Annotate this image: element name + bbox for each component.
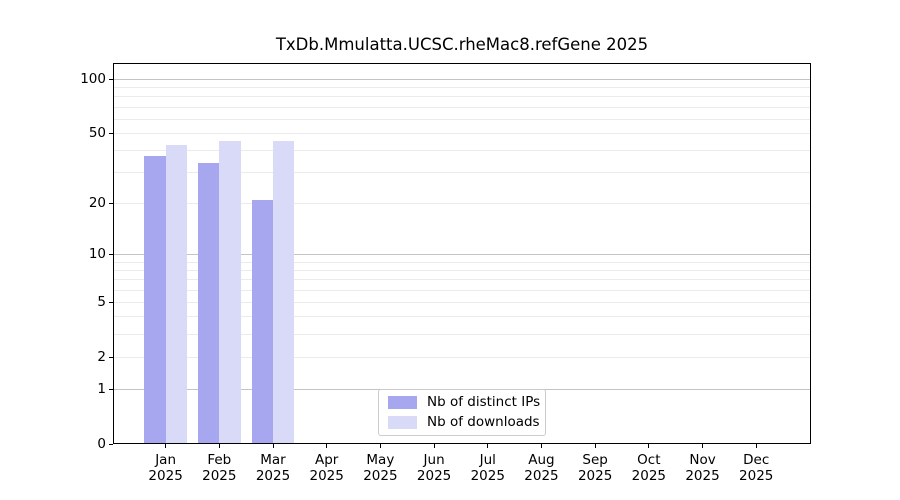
bar-distinct-ips-mar xyxy=(251,199,273,444)
y-tick-label-10: 10 xyxy=(88,246,106,263)
gridline-y-70 xyxy=(114,106,810,108)
legend-row-downloads: Nb of downloads xyxy=(388,414,540,431)
gridline-y-50 xyxy=(114,132,810,134)
bar-downloads-feb xyxy=(219,141,241,444)
y-tick-mark-20 xyxy=(109,202,113,204)
y-tick-label-2: 2 xyxy=(97,349,106,366)
gridline-y-90 xyxy=(114,86,810,88)
bar-downloads-jan xyxy=(165,144,188,444)
gridline-y-40 xyxy=(114,149,810,151)
x-tick-mark-jun xyxy=(433,444,435,448)
x-tick-mark-feb xyxy=(218,444,220,448)
x-tick-mark-oct xyxy=(648,444,650,448)
legend-swatch-downloads xyxy=(388,416,417,429)
x-tick-label-jun: Jun 2025 xyxy=(416,452,452,484)
y-tick-mark-100 xyxy=(109,78,113,80)
gridline-y-80 xyxy=(114,96,810,98)
x-tick-mark-dec xyxy=(755,444,757,448)
legend-label-downloads: Nb of downloads xyxy=(427,414,540,430)
gridline-y-10 xyxy=(114,253,810,255)
y-tick-mark-2 xyxy=(109,356,113,358)
x-tick-mark-jan xyxy=(165,444,167,448)
y-tick-label-50: 50 xyxy=(88,125,106,142)
x-tick-mark-apr xyxy=(326,444,328,448)
gridline-y-3 xyxy=(114,333,810,335)
gridline-y-30 xyxy=(114,172,810,174)
gridline-y-5 xyxy=(114,301,810,303)
y-tick-label-20: 20 xyxy=(88,195,106,212)
x-tick-mark-may xyxy=(379,444,381,448)
gridline-y-8 xyxy=(114,269,810,271)
y-tick-label-5: 5 xyxy=(97,294,106,311)
x-tick-label-may: May 2025 xyxy=(363,452,398,484)
y-tick-mark-0 xyxy=(109,443,113,445)
x-tick-mark-nov xyxy=(702,444,704,448)
x-tick-label-nov: Nov 2025 xyxy=(685,452,720,484)
x-tick-mark-aug xyxy=(540,444,542,448)
y-tick-mark-50 xyxy=(109,132,113,134)
legend-row-distinct-ips: Nb of distinct IPs xyxy=(388,394,541,411)
bar-distinct-ips-feb xyxy=(197,162,220,444)
bar-distinct-ips-jan xyxy=(144,156,166,444)
bar-downloads-mar xyxy=(273,141,295,444)
gridline-y-2 xyxy=(114,356,810,358)
y-tick-mark-5 xyxy=(109,301,113,303)
x-tick-label-aug: Aug 2025 xyxy=(524,452,559,484)
legend-label-distinct-ips: Nb of distinct IPs xyxy=(427,394,541,410)
gridline-y-60 xyxy=(114,118,810,120)
y-tick-label-100: 100 xyxy=(80,71,106,88)
gridline-y-6 xyxy=(114,289,810,291)
gridline-y-4 xyxy=(114,316,810,318)
x-tick-label-dec: Dec 2025 xyxy=(739,452,774,484)
x-tick-label-apr: Apr 2025 xyxy=(309,452,344,484)
x-tick-mark-sep xyxy=(594,444,596,448)
x-tick-label-jul: Jul 2025 xyxy=(470,452,505,484)
gridline-y-7 xyxy=(114,279,810,281)
x-tick-label-sep: Sep 2025 xyxy=(577,452,613,484)
y-tick-mark-10 xyxy=(109,253,113,255)
chart-title: TxDb.Mmulatta.UCSC.rheMac8.refGene 2025 xyxy=(275,35,649,54)
legend-swatch-distinct-ips xyxy=(388,396,417,409)
y-tick-mark-1 xyxy=(109,388,113,390)
x-tick-label-oct: Oct 2025 xyxy=(631,452,667,484)
x-tick-mark-jul xyxy=(487,444,489,448)
x-tick-mark-mar xyxy=(272,444,274,448)
gridline-y-100 xyxy=(114,78,810,80)
y-tick-label-0: 0 xyxy=(97,436,106,452)
legend: Nb of distinct IPs Nb of downloads xyxy=(378,389,546,436)
gridline-y-9 xyxy=(114,261,810,263)
x-tick-label-mar: Mar 2025 xyxy=(255,452,291,484)
x-tick-label-feb: Feb 2025 xyxy=(202,452,237,484)
gridline-y-20 xyxy=(114,202,810,204)
x-tick-label-jan: Jan 2025 xyxy=(148,452,183,484)
y-tick-label-1: 1 xyxy=(97,381,106,398)
